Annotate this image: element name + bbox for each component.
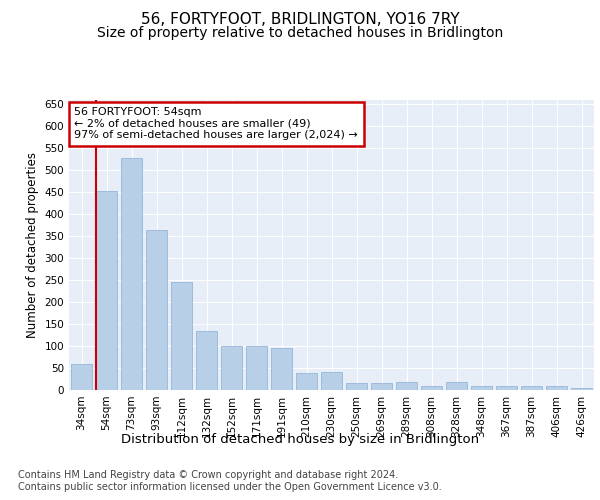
- Bar: [446, 382, 467, 390]
- Text: 56 FORTYFOOT: 54sqm
← 2% of detached houses are smaller (49)
97% of semi-detache: 56 FORTYFOOT: 54sqm ← 2% of detached hou…: [74, 108, 358, 140]
- Bar: [471, 386, 492, 390]
- Bar: [271, 348, 292, 390]
- Bar: [296, 374, 317, 390]
- Bar: [546, 386, 567, 390]
- Text: Distribution of detached houses by size in Bridlington: Distribution of detached houses by size …: [121, 432, 479, 446]
- Bar: [196, 330, 217, 390]
- Bar: [121, 158, 142, 390]
- Bar: [496, 386, 517, 390]
- Bar: [321, 372, 342, 390]
- Bar: [571, 388, 592, 390]
- Bar: [71, 364, 92, 390]
- Text: Contains HM Land Registry data © Crown copyright and database right 2024.
Contai: Contains HM Land Registry data © Crown c…: [18, 470, 442, 492]
- Bar: [346, 384, 367, 390]
- Text: 56, FORTYFOOT, BRIDLINGTON, YO16 7RY: 56, FORTYFOOT, BRIDLINGTON, YO16 7RY: [140, 12, 460, 28]
- Bar: [171, 282, 192, 390]
- Y-axis label: Number of detached properties: Number of detached properties: [26, 152, 39, 338]
- Bar: [396, 382, 417, 390]
- Text: Size of property relative to detached houses in Bridlington: Size of property relative to detached ho…: [97, 26, 503, 40]
- Bar: [221, 346, 242, 390]
- Bar: [96, 192, 117, 390]
- Bar: [146, 230, 167, 390]
- Bar: [371, 384, 392, 390]
- Bar: [421, 386, 442, 390]
- Bar: [521, 386, 542, 390]
- Bar: [246, 346, 267, 390]
